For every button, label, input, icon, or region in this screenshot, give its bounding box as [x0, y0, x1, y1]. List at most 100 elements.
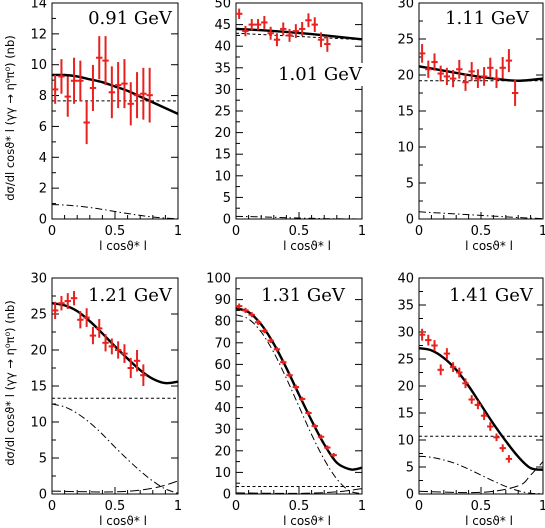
panel-1-x-tick-label: 1 — [174, 224, 182, 239]
panel-2-x-tick-label: 0 — [232, 224, 240, 239]
panel-2-y-tick-label: 5 — [223, 191, 231, 206]
panel-6-y-tick-label: 5 — [406, 461, 414, 476]
panel-1-y-tick-label: 4 — [39, 151, 47, 166]
panel-6-y-tick-label: 10 — [397, 434, 414, 449]
panel-6-y-tick-label: 30 — [397, 326, 414, 341]
panel-3-energy-title-background — [442, 7, 533, 30]
panel-5-curve-total — [236, 307, 362, 471]
panel-5-y-tick-label: 40 — [214, 401, 231, 416]
panel-4-energy-title: 1.21 GeV — [88, 285, 173, 306]
panel-4-x-axis-label: l cosϑ* l — [99, 514, 147, 528]
panel-5-y-tick-label: 100 — [206, 272, 231, 287]
panel-1-y-tick-label: 6 — [39, 120, 47, 135]
panel-1-curve-dash-dot — [52, 204, 178, 219]
panel-5-y-tick-label: 30 — [214, 423, 231, 438]
panel-6-y-tick-label: 0 — [406, 488, 414, 503]
panel-3-x-tick-label: 0 — [415, 224, 423, 239]
panel-6-x-tick-label: 0 — [415, 499, 423, 514]
panel-2-y-tick-label: 35 — [214, 61, 231, 76]
panel-3-y-tick-label: 0 — [406, 213, 414, 228]
panel-5-x-tick-label: 0.5 — [289, 499, 310, 514]
panel-4-x-tick-label: 1 — [174, 499, 182, 514]
panel-2-y-tick-label: 50 — [214, 0, 231, 12]
panel-5-y-tick-label: 0 — [223, 488, 231, 503]
panel-2-y-tick-label: 40 — [214, 40, 231, 55]
panel-5-x-axis-label: l cosϑ* l — [283, 514, 331, 528]
panel-4-x-tick-label: 0.5 — [105, 499, 126, 514]
panel-3-plot-frame — [418, 2, 544, 220]
panel-4-x-tick-label: 0 — [48, 499, 56, 514]
panel-1-y-tick-label: 10 — [30, 58, 47, 73]
panel-4-energy-title-background — [85, 284, 176, 307]
panel-2-y-tick-label: 20 — [214, 126, 231, 141]
panel-1-y-tick-label: 2 — [39, 182, 47, 197]
panel-5-y-tick-label: 50 — [214, 380, 231, 395]
panel-6-energy-title-background — [446, 284, 537, 307]
panel-2-x-tick-label: 1 — [358, 224, 366, 239]
panel-5-y-tick-label: 60 — [214, 358, 231, 373]
panel-3-curve-dash-dot — [419, 211, 543, 219]
panel-5-x-tick-label: 0 — [232, 499, 240, 514]
panel-3-y-tick-label: 20 — [397, 69, 414, 84]
panel-3-y-tick-label: 5 — [406, 177, 414, 192]
panel-5-y-tick-label: 90 — [214, 293, 231, 308]
panel-6-x-tick-label: 0.5 — [471, 499, 492, 514]
panel-1-y-tick-label: 8 — [39, 89, 47, 104]
panel-2-y-tick-label: 15 — [214, 148, 231, 163]
panel-3-energy-title: 1.11 GeV — [445, 8, 530, 29]
panel-2-y-tick-label: 25 — [214, 105, 231, 120]
panel-4-y-tick-label: 10 — [30, 416, 47, 431]
panel-1-x-tick-label: 0 — [48, 224, 56, 239]
panel-6-y-tick-label: 25 — [397, 353, 414, 368]
panel-2-x-axis-label: l cosϑ* l — [283, 239, 331, 253]
panel-1-energy-title: 0.91 GeV — [88, 8, 173, 29]
panel-4-y-tick-label: 30 — [30, 272, 47, 287]
panel-2-y-tick-label: 45 — [214, 18, 231, 33]
panel-6-curve-total — [419, 347, 543, 471]
panel-1-x-axis-label: l cosϑ* l — [99, 239, 147, 253]
panel-5-x-tick-label: 1 — [358, 499, 366, 514]
panel-4-y-tick-label: 25 — [30, 308, 47, 323]
panel-1-y-tick-label: 14 — [30, 0, 47, 12]
panel-2-curve-dash-dot — [236, 215, 362, 219]
panel-6-x-axis-label: l cosϑ* l — [465, 514, 513, 528]
panel-3-x-axis-label: l cosϑ* l — [465, 239, 513, 253]
panel-6-curve-long-dash — [419, 461, 543, 494]
panel-2-y-tick-label: 30 — [214, 83, 231, 98]
y-axis-label-top-row: dσ/dl cosϑ* l (γγ → η⁰π⁰) (nb) — [3, 35, 17, 201]
panel-4-curve-total — [52, 302, 178, 385]
panel-4-y-tick-label: 0 — [39, 488, 47, 503]
panel-4-plot-frame — [51, 277, 179, 495]
panel-6-y-tick-label: 20 — [397, 380, 414, 395]
panel-2-energy-title: 1.01 GeV — [278, 64, 363, 85]
panel-5-y-tick-label: 80 — [214, 315, 231, 330]
panel-2-x-tick-label: 0.5 — [289, 224, 310, 239]
panel-6-energy-title: 1.41 GeV — [449, 285, 534, 306]
panel-3-y-tick-label: 30 — [397, 0, 414, 12]
panel-6-y-tick-label: 40 — [397, 272, 414, 287]
panel-6-x-tick-label: 1 — [539, 499, 545, 514]
panel-3-x-tick-label: 1 — [539, 224, 545, 239]
panel-1-x-tick-label: 0.5 — [105, 224, 126, 239]
panel-6-y-tick-label: 15 — [397, 407, 414, 422]
panel-5-y-tick-label: 10 — [214, 466, 231, 481]
panel-5-plot-frame — [235, 277, 363, 495]
panel-2-energy-title-background — [275, 63, 366, 86]
panel-5-y-tick-label: 20 — [214, 444, 231, 459]
panel-5-y-tick-label: 70 — [214, 336, 231, 351]
panel-1-y-tick-label: 12 — [30, 27, 47, 42]
y-axis-label-bottom-row: dσ/dl cosϑ* l (γγ → η⁰π⁰) (nb) — [3, 300, 17, 466]
panel-3-x-tick-label: 0.5 — [471, 224, 492, 239]
panel-4-curve-long-dash — [52, 480, 178, 493]
panel-5-energy-title: 1.31 GeV — [261, 285, 346, 306]
panel-3-y-tick-label: 10 — [397, 141, 414, 156]
panel-2-y-tick-label: 10 — [214, 169, 231, 184]
panel-5-energy-title-background — [258, 284, 349, 307]
panel-2-curve-dashed — [236, 32, 362, 41]
panel-2-y-tick-label: 0 — [223, 213, 231, 228]
panel-4-y-tick-label: 15 — [30, 380, 47, 395]
panel-3-y-tick-label: 15 — [397, 105, 414, 120]
panel-6-y-tick-label: 35 — [397, 299, 414, 314]
panel-6-curve-dash-dot — [419, 455, 543, 494]
